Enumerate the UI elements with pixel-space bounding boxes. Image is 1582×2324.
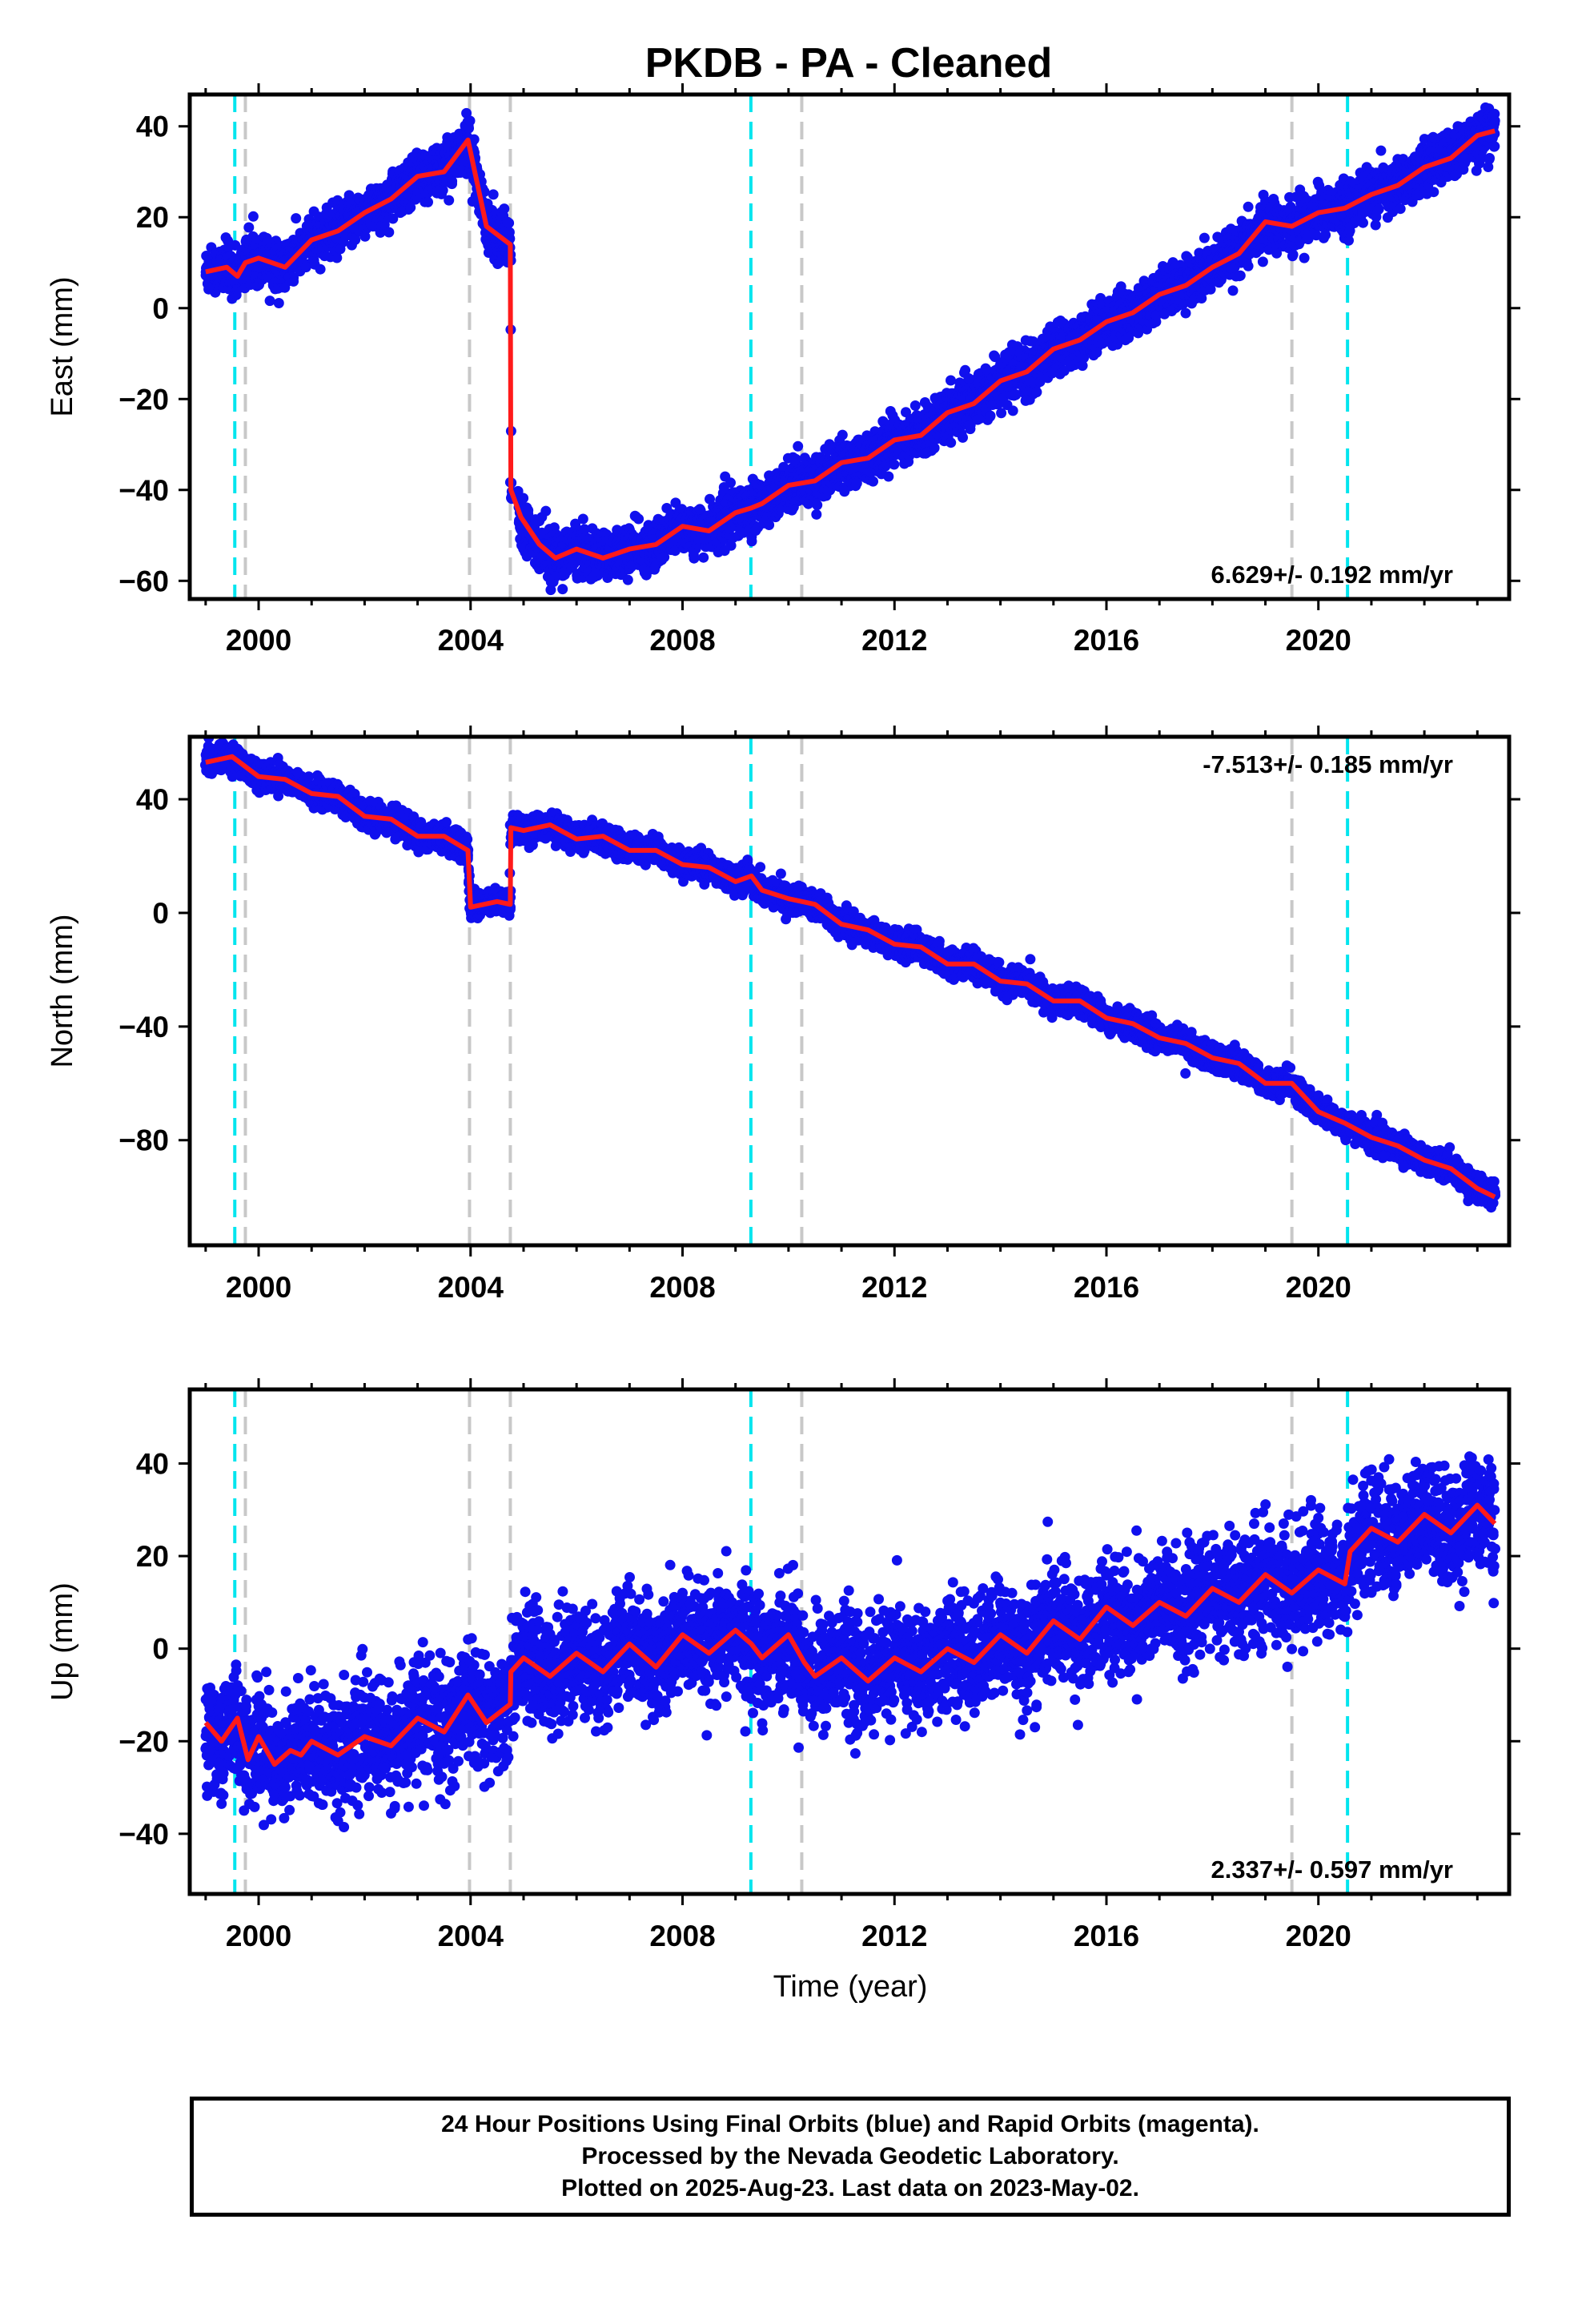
data-point [405, 202, 416, 213]
data-point [793, 440, 804, 452]
data-point [247, 211, 259, 222]
data-point [447, 179, 457, 190]
data-point [746, 536, 757, 547]
data-point [929, 442, 940, 453]
data-point [1007, 405, 1018, 416]
data-point [518, 493, 529, 504]
data-point [837, 429, 848, 440]
data-point [557, 584, 568, 595]
data-point [437, 185, 448, 196]
data-point [288, 275, 299, 287]
data-point [444, 195, 455, 206]
data-point [387, 213, 399, 224]
data-points [200, 102, 1500, 596]
data-point [622, 574, 633, 585]
data-point [958, 432, 968, 443]
data-point [946, 375, 956, 386]
data-point [909, 400, 921, 411]
data-point [1031, 387, 1042, 398]
data-point [812, 500, 823, 511]
data-point [423, 196, 433, 207]
data-point [889, 459, 900, 470]
data-point [811, 509, 822, 520]
data-point [633, 513, 644, 525]
data-point [577, 513, 588, 525]
data-point [359, 231, 371, 242]
data-point [698, 552, 709, 563]
data-point [230, 239, 241, 251]
data-point [499, 203, 510, 215]
east-panel: 2000 2004 2008 2012 2016 2020−60−40−2002040Ea… [46, 83, 1520, 657]
data-point [383, 227, 395, 238]
data-point [300, 262, 311, 273]
data-point [523, 505, 533, 516]
data-point [545, 585, 556, 596]
data-point [243, 222, 255, 233]
data-point [464, 115, 476, 127]
data-point [468, 134, 480, 145]
data-point [488, 189, 499, 200]
data-point [1123, 332, 1134, 344]
data-point [264, 296, 275, 307]
data-point [946, 437, 957, 448]
data-point [985, 411, 996, 422]
data-point [315, 263, 326, 275]
data-point [504, 218, 515, 228]
data-point [540, 505, 552, 517]
data-point [273, 298, 284, 308]
chart-title: PKDB - PA - Cleaned [645, 40, 1053, 86]
data-point [291, 213, 302, 224]
data-point [868, 476, 878, 487]
data-point [350, 234, 361, 245]
data-point [883, 471, 894, 482]
data-point [725, 477, 736, 489]
plot-area [200, 94, 1500, 599]
